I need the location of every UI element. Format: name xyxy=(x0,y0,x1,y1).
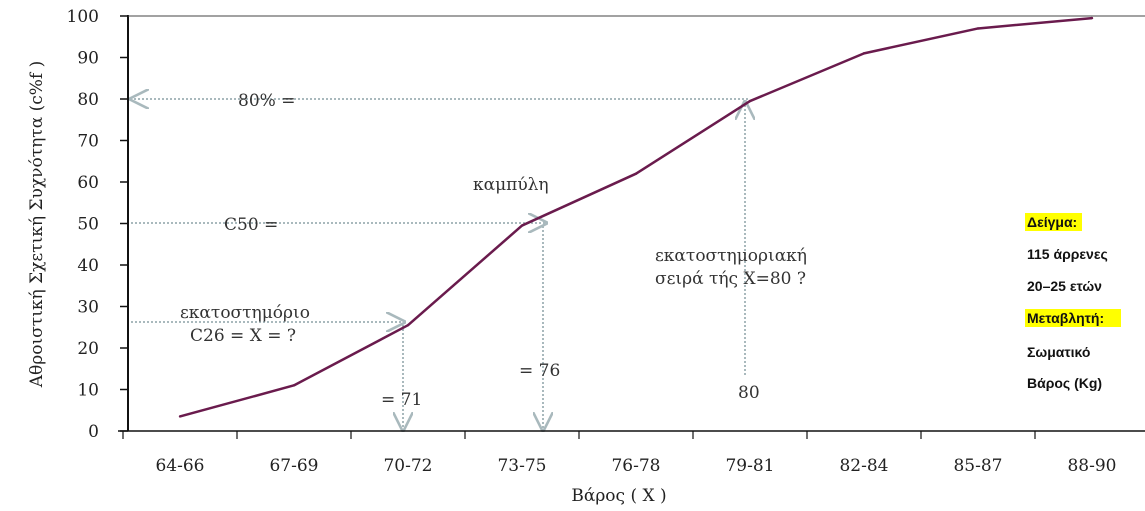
y-tick-label: 30 xyxy=(77,298,99,318)
data-point xyxy=(406,323,410,327)
percentile-title: εκατοστημόριο xyxy=(180,303,310,323)
sample-line-1: 115 άρρενες xyxy=(1027,246,1108,262)
x-tick-label: 73-75 xyxy=(497,456,546,476)
y-tick-label: 10 xyxy=(77,381,99,401)
y-tick-label: 0 xyxy=(88,422,99,442)
variable-heading: Μεταβλητή: xyxy=(1027,310,1104,326)
y-tick-label: 50 xyxy=(77,215,99,235)
y-tick-label: 80 xyxy=(77,90,99,110)
sample-heading-highlight xyxy=(1025,213,1082,231)
curve-label: καμπύλη xyxy=(473,175,549,195)
x-tick-label: 88-90 xyxy=(1067,456,1116,476)
sample-heading: Δείγμα: xyxy=(1027,214,1077,230)
guide-lines xyxy=(131,99,748,430)
x-tick-label: 76-78 xyxy=(611,456,660,476)
y-axis-title: Αθροιστική Σχετική Συχνότητα (c%f ) xyxy=(27,61,47,388)
y-tick-label: 90 xyxy=(77,49,99,69)
rank-label-line1: εκατοστημοριακή xyxy=(655,246,807,266)
y-tick-label: 70 xyxy=(77,132,99,152)
data-point xyxy=(292,384,296,387)
data-point xyxy=(748,99,752,103)
c26-label: C26 = X = ? xyxy=(190,326,296,346)
y-tick-label: 100 xyxy=(67,7,99,27)
c50-label: C50 = xyxy=(224,215,278,235)
x-tick-label: 82-84 xyxy=(839,456,888,476)
sample-info-box: Δείγμα: 115 άρρενες 20–25 ετών Μεταβλητή… xyxy=(1025,213,1121,391)
x-axis-title: Βάρος ( Χ ) xyxy=(571,486,666,506)
rank-label-line2: σειρά τής Χ=80 ? xyxy=(655,269,806,289)
annotations: 80% = C50 = εκατοστημόριο C26 = X = ? κα… xyxy=(180,91,807,410)
y-tick-label: 20 xyxy=(77,339,99,359)
p80-label: 80% = xyxy=(238,91,295,111)
axes: 0 10 20 30 40 50 60 70 80 90 100 64-66 67-69 70-72 73… xyxy=(67,7,1145,476)
value-76-label: = 76 xyxy=(519,361,560,381)
data-point xyxy=(520,224,524,227)
x-tick-label: 85-87 xyxy=(953,456,1002,476)
series-layer xyxy=(178,16,1094,418)
sample-line-2: 20–25 ετών xyxy=(1027,278,1102,294)
data-point xyxy=(634,172,638,175)
variable-heading-highlight xyxy=(1025,309,1121,327)
data-point xyxy=(1090,16,1094,20)
value-80-label: 80 xyxy=(738,383,760,403)
x-tick-label: 64-66 xyxy=(155,456,204,476)
x-ticks: 64-66 67-69 70-72 73-75 76-78 79-81 82-84 85-87… xyxy=(122,431,1117,476)
variable-line-1: Σωματικό xyxy=(1027,344,1090,360)
y-tick-label: 40 xyxy=(77,256,99,276)
value-71-label: = 71 xyxy=(381,390,422,410)
data-point xyxy=(178,415,182,418)
x-tick-label: 67-69 xyxy=(269,456,318,476)
data-point xyxy=(862,52,866,55)
x-tick-label: 79-81 xyxy=(725,456,774,476)
series-line-1 xyxy=(179,16,1093,418)
data-point xyxy=(976,27,980,30)
y-tick-label: 60 xyxy=(77,173,99,193)
y-ticks: 0 10 20 30 40 50 60 70 80 90 100 xyxy=(67,7,128,442)
x-tick-label: 70-72 xyxy=(383,456,432,476)
variable-line-2: Βάρος (Kg) xyxy=(1027,375,1102,391)
